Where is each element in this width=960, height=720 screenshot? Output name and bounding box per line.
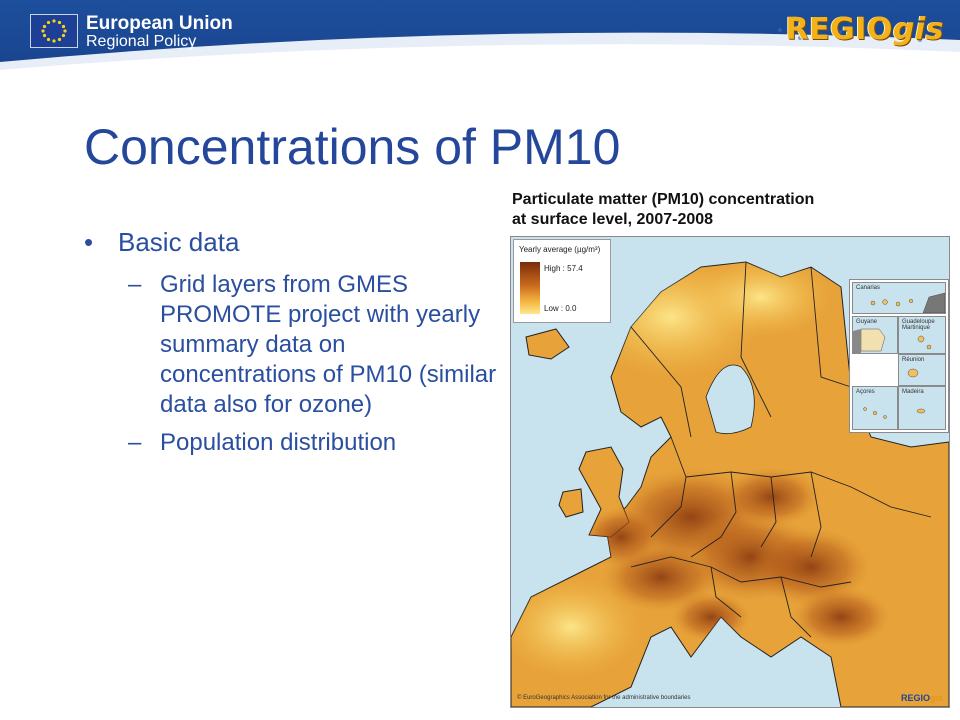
bullet-list: • Basic data – Grid layers from GMES PRO… [84, 222, 504, 458]
inset-reunion: Réunion [898, 354, 946, 386]
map-logo-suffix: gis [929, 693, 943, 703]
inset-guadeloupe-martinique: Guadeloupe Martinique [898, 316, 946, 354]
eu-flag-icon [30, 14, 78, 48]
inset-guyane-shape [853, 328, 886, 353]
pm10-map[interactable]: Yearly average (µg/m³) High : 57.4 Low :… [510, 236, 950, 708]
map-canvas [511, 237, 949, 707]
inset-island-shape [916, 408, 926, 414]
legend-color-ramp [520, 262, 540, 314]
sub-bullet-text: Grid layers from GMES PROMOTE project wi… [160, 271, 497, 418]
map-regiogis-logo: REGIOgis [901, 693, 943, 703]
sub-bullet-text: Population distribution [160, 429, 397, 456]
legend-low-label: Low : 0.0 [544, 304, 577, 313]
inset-guyane: Guyane [852, 316, 898, 354]
bullet-item: • Basic data [84, 222, 504, 262]
sub-bullet-dash-icon: – [128, 429, 142, 456]
outermost-regions-insets: Canarias Guyane Guadeloupe Martinique [849, 279, 949, 433]
map-logo-main: REGIO [900, 693, 930, 703]
baltic-sea [705, 364, 755, 435]
regiogis-logo: REGIOgis [785, 12, 944, 48]
inset-acores: Açores [852, 386, 898, 430]
inset-islands-shape [863, 407, 887, 419]
bullet-dot-icon: • [84, 227, 94, 257]
legend-high-label: High : 57.4 [544, 264, 583, 273]
map-title-line2: at surface level, 2007-2008 [512, 211, 714, 228]
inset-madeira: Madeira [898, 386, 946, 430]
inset-islands-shape [917, 335, 932, 350]
inset-label: Açores [856, 389, 875, 395]
eu-stars-icon [41, 19, 67, 43]
bullet-text: Basic data [118, 227, 240, 257]
sub-bullet-item: – Grid layers from GMES PROMOTE project … [84, 270, 504, 420]
inset-label: Réunion [902, 357, 925, 363]
inset-label: Canarias [856, 285, 881, 291]
map-title-line1: Particulate matter (PM10) concentration [512, 191, 815, 208]
legend-title: Yearly average (µg/m³) [519, 245, 601, 254]
inset-islands-shape [870, 292, 945, 313]
org-subtitle: Regional Policy [86, 33, 197, 50]
country-borders [630, 261, 932, 638]
banner-curve-shape [0, 20, 960, 86]
inset-island-shape [907, 368, 919, 378]
inset-label: Madeira [902, 389, 924, 395]
map-copyright: © EuroGeographics Association for the ad… [517, 695, 691, 701]
slide-title: Concentrations of PM10 [84, 119, 621, 175]
inset-canarias: Canarias [852, 282, 946, 314]
logo-main-text: REGIO [785, 12, 893, 47]
sub-bullet-dash-icon: – [128, 271, 142, 298]
inset-label: Guadeloupe Martinique [902, 319, 935, 331]
inset-label: Guyane [856, 319, 878, 325]
header-banner: European Union Regional Policy REGIOgis [0, 0, 960, 86]
map-title: Particulate matter (PM10) concentration … [512, 190, 952, 230]
sub-bullet-item: – Population distribution [84, 428, 504, 458]
org-title: European Union [86, 13, 233, 34]
map-legend: Yearly average (µg/m³) High : 57.4 Low :… [513, 239, 611, 323]
logo-suffix-text: gis [892, 12, 944, 47]
